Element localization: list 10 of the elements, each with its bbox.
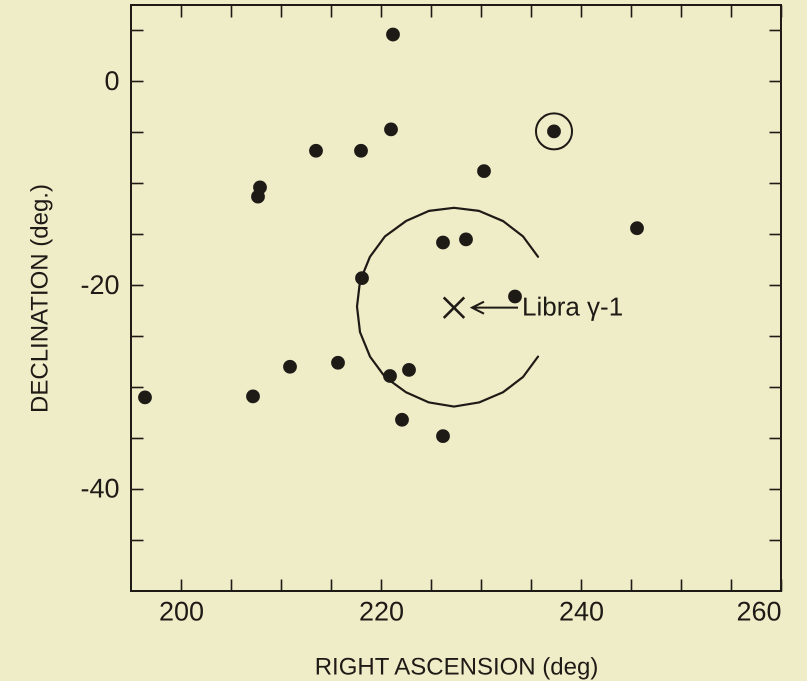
x-tick-label: 260 [736,596,782,626]
x-tick-label: 240 [558,596,604,626]
x-tick-label: 200 [158,596,204,626]
x-tick-label: 220 [358,596,404,626]
y-tick-label: -20 [80,270,120,300]
y-tick-label: 0 [104,66,120,96]
y-axis-title: DECLINATION (deg.) [26,184,54,413]
annotation: Libra γ-1 [522,292,624,322]
y-tick-label: -40 [80,474,120,504]
x-axis-title: RIGHT ASCENSION (deg) [314,654,598,680]
